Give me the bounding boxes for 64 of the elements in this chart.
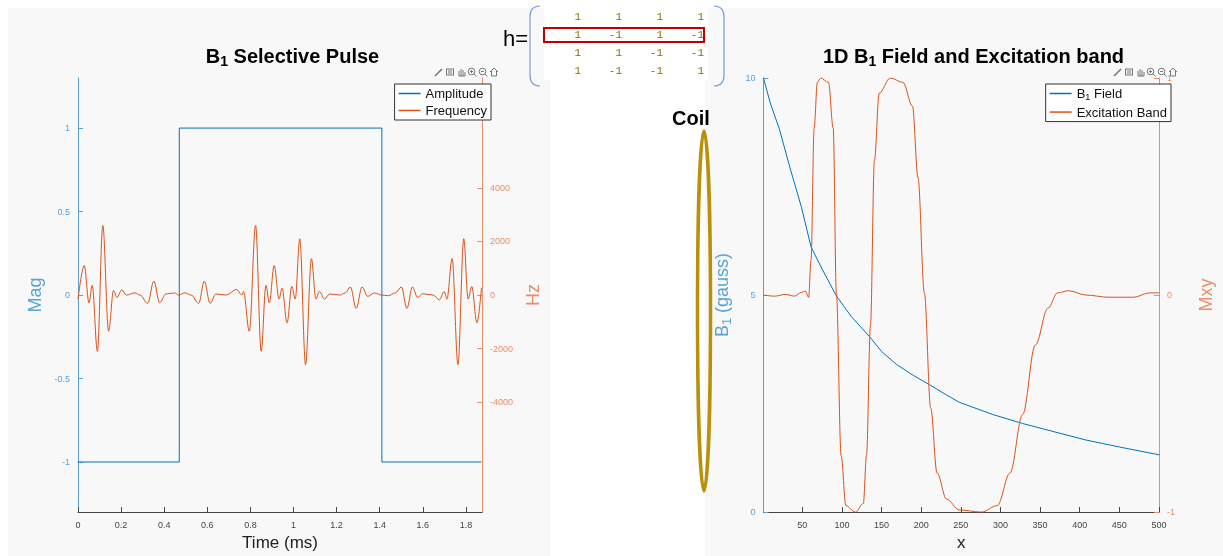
x-tick-label: 450 (1111, 519, 1127, 530)
x-tick-label: 1.8 (459, 519, 473, 530)
text: -1 (689, 29, 705, 41)
x-tick-label: 1.4 (373, 519, 386, 530)
y-tick-label: 1 (64, 123, 70, 134)
x-tick-label: 100 (834, 519, 850, 530)
y2-tick-label: -1 (1167, 507, 1176, 518)
text: -1 (648, 65, 664, 77)
x-tick-label: 0 (75, 519, 81, 530)
x-tick-label: 1.6 (416, 519, 430, 530)
y-tick-label: 0 (750, 507, 756, 518)
x-axis-title: Time (ms) (242, 533, 318, 552)
legend-label: Excitation Band (1076, 104, 1168, 120)
y2-tick-label: 0 (490, 290, 496, 301)
y-tick-label: 0 (64, 290, 70, 301)
text: 1 (614, 11, 623, 23)
x-tick-label: 0.8 (244, 519, 257, 530)
text: 1 (573, 11, 582, 23)
y-tick-label: 10 (745, 73, 756, 83)
y2-tick-label: 2000 (490, 236, 511, 247)
x-tick-label: 500 (1151, 519, 1167, 530)
text: -1 (607, 65, 623, 77)
y-tick-label: -0.5 (54, 373, 70, 384)
y2-tick-label: -4000 (490, 397, 514, 408)
legend-label: Frequency (425, 103, 488, 118)
text: h= (503, 26, 529, 52)
x-tick-label: 150 (874, 519, 890, 530)
x-tick-label: 400 (1072, 519, 1088, 530)
text: -1 (648, 47, 664, 59)
x-tick-label: 0.6 (201, 519, 214, 530)
y2-tick-label: 4000 (490, 182, 511, 193)
y2-tick-label: -2000 (490, 343, 514, 354)
x-tick-label: 350 (1032, 519, 1048, 530)
y-axis-title: Mag (24, 277, 45, 313)
text: -1 (689, 47, 705, 59)
line-series (77, 224, 482, 366)
text: 1 (655, 29, 664, 41)
text: 1 (573, 29, 582, 41)
y-axis-title: B1 (gauss) (712, 253, 734, 338)
x-tick-label: 250 (953, 519, 969, 530)
text: Coil (672, 107, 710, 130)
text: 1 (573, 65, 582, 77)
x-tick-label: 50 (797, 519, 808, 530)
y-tick-label: -1 (61, 457, 70, 468)
x-tick-label: 300 (992, 519, 1008, 530)
x-axis-title: x (956, 533, 966, 552)
text: 1 (696, 65, 705, 77)
x-tick-label: 1 (291, 519, 297, 530)
text: 1 (573, 47, 582, 59)
text: 1 (655, 11, 664, 23)
y2-tick-label: 1 (1167, 73, 1173, 83)
y2-tick-label: 0 (1167, 290, 1173, 301)
y-tick-label: 5 (750, 290, 756, 301)
y2-axis-title: Mxy (1196, 278, 1216, 312)
y2-axis-title: Hz (523, 284, 543, 307)
x-tick-label: 200 (913, 519, 929, 530)
x-tick-label: 1.2 (330, 519, 343, 530)
text: 1 (614, 47, 623, 59)
y-tick-label: 0.5 (57, 206, 70, 217)
text: -1 (607, 29, 623, 41)
text: 1 (696, 11, 705, 23)
legend-label: Amplitude (425, 86, 484, 101)
x-tick-label: 0.2 (114, 519, 128, 530)
x-tick-label: 0.4 (157, 519, 171, 530)
